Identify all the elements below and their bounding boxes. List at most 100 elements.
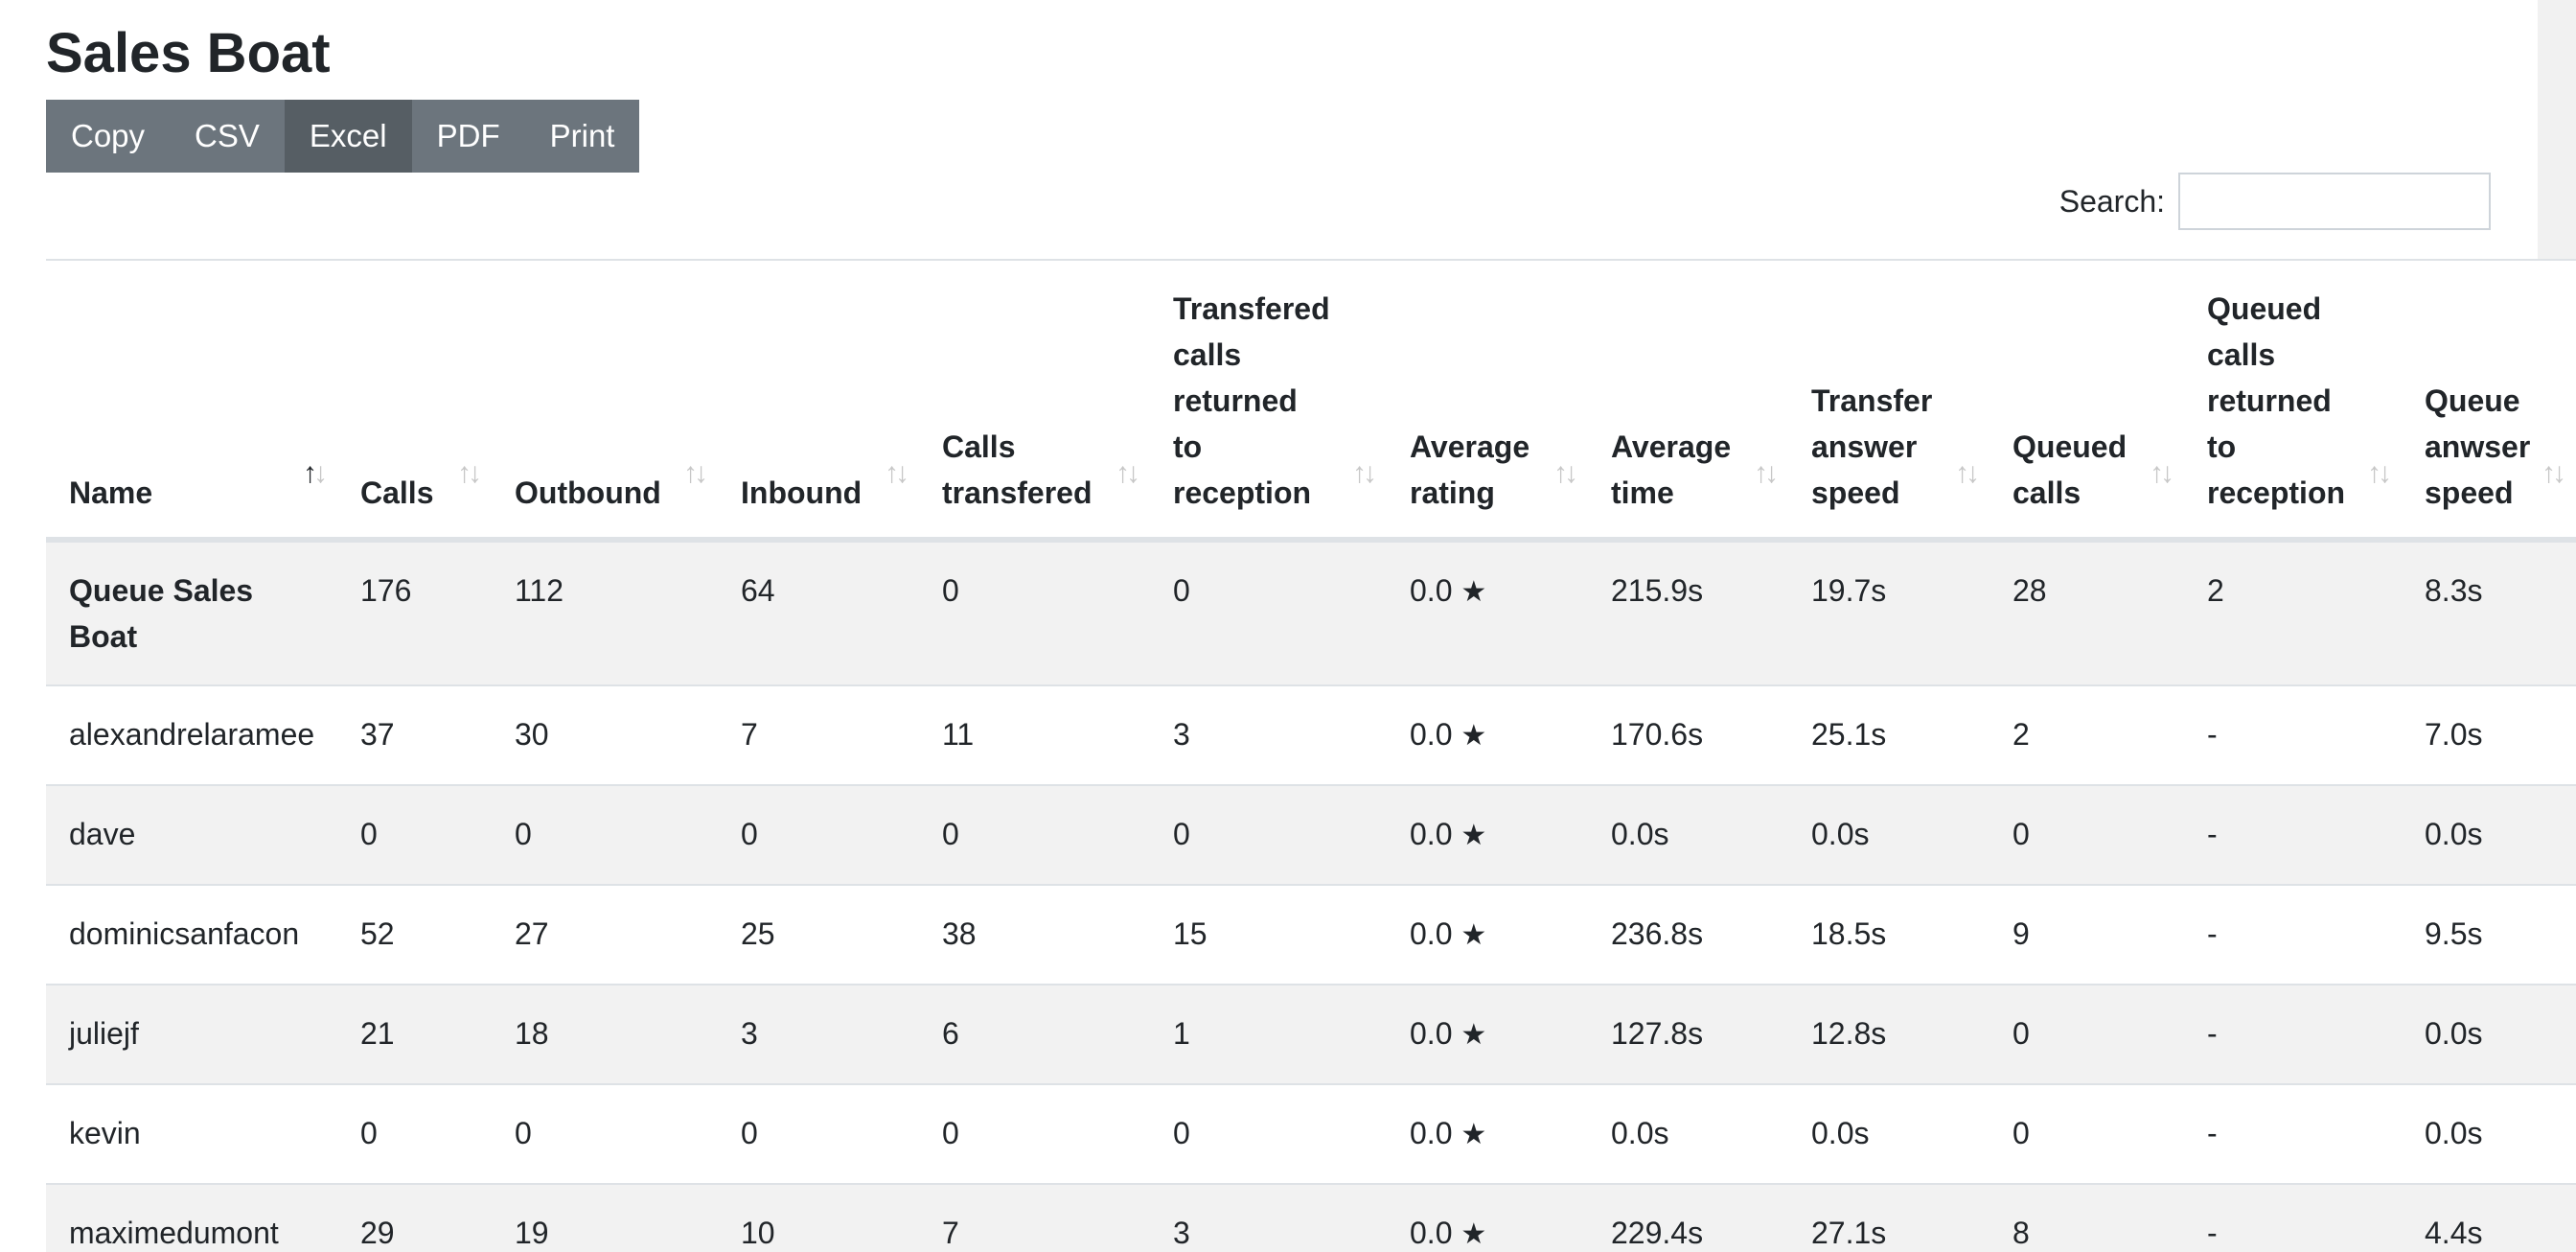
table-cell: 0.0s bbox=[1588, 1084, 1788, 1185]
column-header-name[interactable]: Name ↑↓ bbox=[46, 261, 337, 543]
column-header-queued-calls[interactable]: Queued calls ↑↓ bbox=[1990, 261, 2184, 543]
column-header-inbound[interactable]: Inbound ↑↓ bbox=[718, 261, 919, 543]
table-cell: - bbox=[2184, 685, 2402, 786]
column-header-calls[interactable]: Calls ↑↓ bbox=[337, 261, 492, 543]
table-cell: 18.5s bbox=[1788, 885, 1990, 985]
table-cell: 0 bbox=[1990, 1084, 2184, 1185]
rating-value: 0.0 bbox=[1410, 916, 1453, 951]
table-cell: 0 bbox=[492, 785, 718, 886]
table-cell: 7 bbox=[919, 1184, 1150, 1252]
table-cell: 11 bbox=[919, 685, 1150, 786]
sort-icon[interactable]: ↑↓ bbox=[303, 457, 328, 489]
column-header-label: Queue anwser speed bbox=[2425, 383, 2531, 510]
table-cell: 37 bbox=[337, 685, 492, 786]
star-icon: ★ bbox=[1460, 1119, 1487, 1150]
table-cell: 0 bbox=[1150, 540, 1387, 686]
pdf-button[interactable]: PDF bbox=[411, 100, 525, 173]
column-header-label: Transfered calls returned to reception bbox=[1173, 291, 1330, 510]
table-cell: 6 bbox=[919, 985, 1150, 1085]
sort-icon[interactable]: ↑↓ bbox=[1116, 457, 1140, 489]
copy-button[interactable]: Copy bbox=[46, 100, 171, 173]
sort-icon[interactable]: ↑↓ bbox=[885, 457, 909, 489]
table-cell: 127.8s bbox=[1588, 985, 1788, 1085]
excel-button[interactable]: Excel bbox=[284, 100, 412, 173]
data-table: Name ↑↓ Calls ↑↓ Outbound ↑↓ Inbound ↑↓ Calls tr… bbox=[46, 261, 2576, 1252]
table-cell: 229.4s bbox=[1588, 1184, 1788, 1252]
column-header-label: Name bbox=[69, 475, 153, 510]
column-header-transfered-calls-returned-to-reception[interactable]: Transfered calls returned to reception ↑↓ bbox=[1150, 261, 1387, 543]
table-header-row: Name ↑↓ Calls ↑↓ Outbound ↑↓ Inbound ↑↓ Calls tr… bbox=[46, 261, 2576, 543]
table-cell: Queue Sales Boat bbox=[46, 540, 337, 686]
vertical-scrollbar[interactable] bbox=[2538, 0, 2576, 259]
star-icon: ★ bbox=[1460, 1218, 1487, 1250]
table-cell: 0.0 ★ bbox=[1387, 885, 1588, 985]
table-row: dominicsanfacon 52 27 25 38 15 0.0 ★ 236.8s 18.5… bbox=[46, 885, 2576, 985]
column-header-average-time[interactable]: Average time ↑↓ bbox=[1588, 261, 1788, 543]
scrollbar-gutter bbox=[2530, 0, 2538, 259]
sort-icon[interactable]: ↑↓ bbox=[1553, 457, 1578, 489]
search-bar: Search: bbox=[2059, 173, 2491, 230]
table-row: dave 0 0 0 0 0 0.0 ★ 0.0s 0.0s 0-0.0s bbox=[46, 785, 2576, 886]
sort-icon[interactable]: ↑↓ bbox=[2542, 457, 2566, 489]
table-cell: 0 bbox=[492, 1084, 718, 1185]
table-cell: kevin bbox=[46, 1084, 337, 1185]
table-cell: 2 bbox=[1990, 685, 2184, 786]
table-cell: 0.0 ★ bbox=[1387, 540, 1588, 686]
table-cell: 0.0 ★ bbox=[1387, 1084, 1588, 1185]
sort-icon[interactable]: ↑↓ bbox=[1352, 457, 1377, 489]
column-header-queue-anwser-speed[interactable]: Queue anwser speed ↑↓ bbox=[2402, 261, 2576, 543]
table-cell: 3 bbox=[1150, 685, 1387, 786]
page-title: Sales Boat bbox=[46, 22, 331, 84]
column-header-label: Queued calls bbox=[2012, 429, 2128, 510]
rating-value: 0.0 bbox=[1410, 1116, 1453, 1150]
table-cell: dave bbox=[46, 785, 337, 886]
star-icon: ★ bbox=[1460, 576, 1487, 608]
column-header-outbound[interactable]: Outbound ↑↓ bbox=[492, 261, 718, 543]
rating-value: 0.0 bbox=[1410, 1016, 1453, 1051]
table-cell: 12.8s bbox=[1788, 985, 1990, 1085]
rating-value: 0.0 bbox=[1410, 1216, 1453, 1250]
sort-icon[interactable]: ↑↓ bbox=[457, 457, 482, 489]
column-header-average-rating[interactable]: Average rating ↑↓ bbox=[1387, 261, 1588, 543]
table-cell: 18 bbox=[492, 985, 718, 1085]
table-cell: 28 bbox=[1990, 540, 2184, 686]
column-header-label: Calls transfered bbox=[942, 429, 1092, 510]
table-cell: 215.9s bbox=[1588, 540, 1788, 686]
summary-row: Queue Sales Boat 176 112 64 0 0 0.0 ★ 215.9s 19.… bbox=[46, 540, 2576, 686]
table-cell: 0.0s bbox=[2402, 1084, 2576, 1185]
print-button[interactable]: Print bbox=[524, 100, 640, 173]
sort-icon[interactable]: ↑↓ bbox=[2150, 457, 2174, 489]
rating-value: 0.0 bbox=[1410, 717, 1453, 752]
column-header-transfer-answer-speed[interactable]: Transfer answer speed ↑↓ bbox=[1788, 261, 1990, 543]
table-cell: 30 bbox=[492, 685, 718, 786]
csv-button[interactable]: CSV bbox=[170, 100, 285, 173]
column-header-label: Calls bbox=[360, 475, 434, 510]
rating-value: 0.0 bbox=[1410, 573, 1453, 608]
column-header-calls-transfered[interactable]: Calls transfered ↑↓ bbox=[919, 261, 1150, 543]
column-header-queued-calls-returned-to-reception[interactable]: Queued calls returned to reception ↑↓ bbox=[2184, 261, 2402, 543]
table-row: alexandrelaramee 37 30 7 11 3 0.0 ★ 170.6s 25.1s… bbox=[46, 685, 2576, 786]
table-cell: 3 bbox=[1150, 1184, 1387, 1252]
export-button-group: Copy CSV Excel PDF Print bbox=[46, 100, 640, 173]
sort-icon[interactable]: ↑↓ bbox=[1955, 457, 1980, 489]
column-header-label: Average time bbox=[1611, 429, 1732, 510]
table-cell: 0 bbox=[337, 1084, 492, 1185]
table-cell: 7.0s bbox=[2402, 685, 2576, 786]
star-icon: ★ bbox=[1460, 919, 1487, 951]
column-header-label: Inbound bbox=[741, 475, 862, 510]
table-cell: 0 bbox=[919, 1084, 1150, 1185]
search-input[interactable] bbox=[2178, 173, 2491, 230]
search-label: Search: bbox=[2058, 183, 2165, 219]
column-header-label: Queued calls returned to reception bbox=[2207, 291, 2346, 510]
table-cell: - bbox=[2184, 785, 2402, 886]
table-cell: 8.3s bbox=[2402, 540, 2576, 686]
table-cell: 0.0s bbox=[1588, 785, 1788, 886]
sort-icon[interactable]: ↑↓ bbox=[2367, 457, 2392, 489]
table-cell: 27.1s bbox=[1788, 1184, 1990, 1252]
table-cell: - bbox=[2184, 985, 2402, 1085]
star-icon: ★ bbox=[1460, 820, 1487, 851]
sort-icon[interactable]: ↑↓ bbox=[683, 457, 708, 489]
sort-icon[interactable]: ↑↓ bbox=[1754, 457, 1779, 489]
table-cell: dominicsanfacon bbox=[46, 885, 337, 985]
table-cell: 19 bbox=[492, 1184, 718, 1252]
